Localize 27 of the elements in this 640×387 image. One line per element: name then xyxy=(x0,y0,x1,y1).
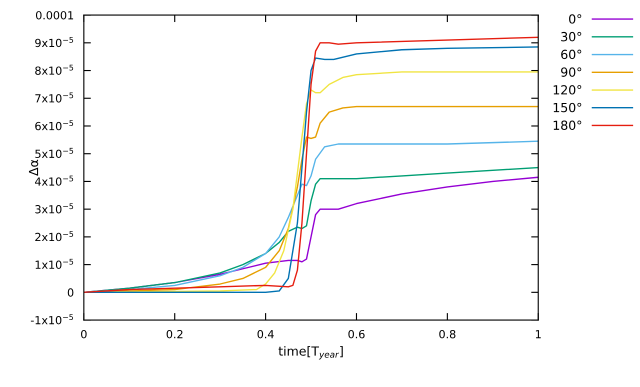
y-tick-label: 8x10$^{−5}$ xyxy=(35,64,74,75)
y-tick-label: 4x10$^{−5}$ xyxy=(34,176,74,186)
x-tick-label: 1 xyxy=(536,330,541,338)
y-tick-label: 2x10$^{−5}$ xyxy=(35,231,74,242)
x-tick-label: 0 xyxy=(81,330,87,338)
y-tick-label: -1x10$^{−5}$ xyxy=(30,314,74,324)
legend-label: 0° xyxy=(569,14,582,24)
y-tick-label: 5x10$^{−5}$ xyxy=(35,148,74,158)
legend-label: 30° xyxy=(561,32,582,42)
legend-label: 120° xyxy=(554,85,582,95)
y-tick-label: 9x10$^{−5}$ xyxy=(35,37,74,48)
x-tick-label: 0.6 xyxy=(348,330,365,338)
y-axis-title: Δα xyxy=(28,160,38,176)
y-tick-label: 7x10$^{−5}$ xyxy=(35,92,74,103)
legend-label: 60° xyxy=(561,50,582,60)
x-axis-title: time[T$_{year}$] xyxy=(278,346,343,360)
x-tick-label: 0.8 xyxy=(439,330,456,338)
legend-label: 90° xyxy=(561,67,582,77)
y-tick-label: 1x10$^{−5}$ xyxy=(36,258,74,269)
x-tick-label: 0.4 xyxy=(258,330,274,338)
y-tick-label: 6x10$^{−5}$ xyxy=(35,120,74,130)
x-tick-label: 0.2 xyxy=(166,330,182,338)
y-tick-label: 0.0001 xyxy=(36,11,74,20)
y-tick-label: 0 xyxy=(68,288,74,297)
y-tick-label: 3x10$^{−5}$ xyxy=(35,203,74,214)
legend-label: 180° xyxy=(554,120,582,130)
legend-label: 150° xyxy=(554,102,582,112)
